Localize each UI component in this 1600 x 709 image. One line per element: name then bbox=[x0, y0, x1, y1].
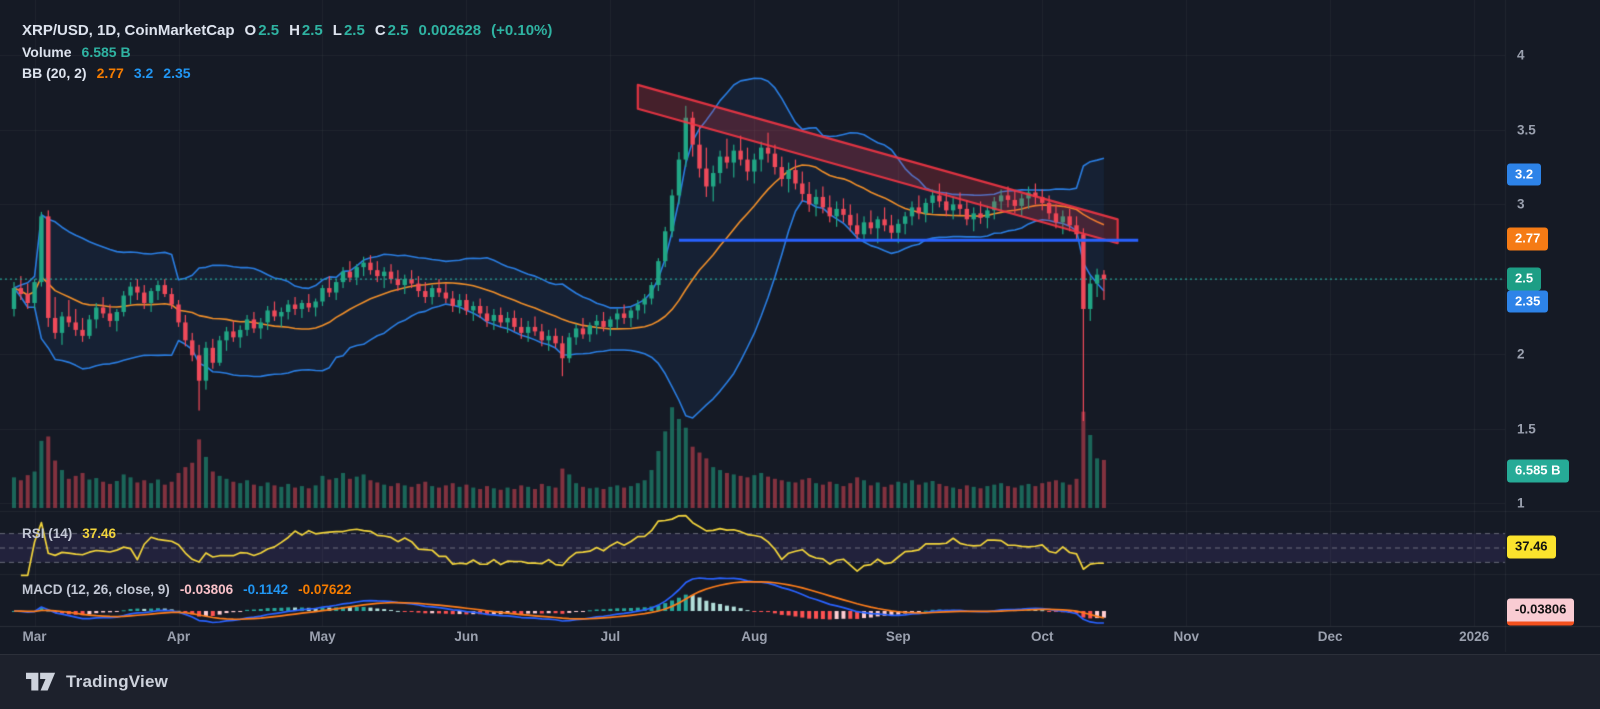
close-value: C 2.5 bbox=[375, 22, 409, 39]
time-label-2026: 2026 bbox=[1459, 629, 1490, 644]
time-label-mar: Mar bbox=[22, 629, 47, 644]
bb-lower-badge: 2.35 bbox=[1507, 290, 1549, 313]
bb-upper-badge: 3.2 bbox=[1507, 163, 1542, 186]
time-label-dec: Dec bbox=[1317, 629, 1343, 644]
close-label: C bbox=[374, 22, 386, 39]
macd-legend[interactable]: MACD (12, 26, close, 9) -0.03806 -0.1142… bbox=[22, 582, 351, 597]
bb-basis-badge: 2.77 bbox=[1507, 227, 1549, 251]
low-number: 2.5 bbox=[343, 22, 365, 39]
footer-bar: TradingView bbox=[0, 654, 1600, 709]
last-price-badge: 2.5 bbox=[1507, 267, 1542, 291]
volume-row[interactable]: Volume 6.585 B bbox=[22, 41, 552, 62]
macd-hist-value: -0.03806 bbox=[179, 582, 234, 597]
volume-value: 6.585 B bbox=[81, 43, 131, 60]
price-tick-4: 4 bbox=[1517, 47, 1525, 63]
macd-signal-value: -0.07622 bbox=[298, 582, 352, 597]
macd-line-value: -0.1142 bbox=[243, 582, 289, 597]
time-label-apr: Apr bbox=[166, 629, 191, 644]
time-label-aug: Aug bbox=[741, 629, 768, 644]
tradingview-brand-text[interactable]: TradingView bbox=[66, 672, 169, 691]
price-tick-2: 2 bbox=[1517, 346, 1525, 362]
symbol-row[interactable]: XRP/USD, 1D, CoinMarketCap O 2.5 H 2.5 L 2.… bbox=[22, 20, 552, 41]
price-tick-3.5: 3.5 bbox=[1517, 122, 1536, 138]
volume-badge: 6.585 B bbox=[1507, 459, 1569, 483]
time-label-nov: Nov bbox=[1173, 629, 1199, 644]
time-label-jun: Jun bbox=[454, 629, 479, 644]
high-label: H bbox=[289, 22, 300, 39]
tradingview-logo-icon[interactable] bbox=[26, 672, 56, 693]
time-label-jul: Jul bbox=[600, 629, 621, 644]
time-label-sep: Sep bbox=[885, 629, 911, 644]
rsi-badge: 37.46 bbox=[1507, 535, 1556, 559]
price-tick-1.5: 1.5 bbox=[1517, 421, 1536, 436]
open-label: O bbox=[244, 22, 257, 39]
bb-upper-value: 3.2 bbox=[133, 64, 154, 81]
rsi-label: RSI (14) bbox=[22, 526, 73, 541]
bb-lower-value: 2.35 bbox=[163, 64, 191, 81]
price-tick-1: 1 bbox=[1517, 495, 1525, 511]
symbol-title: XRP/USD, 1D, CoinMarketCap bbox=[22, 22, 235, 39]
open-number: 2.5 bbox=[258, 22, 280, 39]
change-pct: (+0.10%) bbox=[491, 22, 553, 39]
bb-label: BB (20, 2) bbox=[22, 64, 87, 81]
rsi-value: 37.46 bbox=[82, 526, 117, 541]
high-number: 2.5 bbox=[301, 22, 323, 39]
open-value: O 2.5 bbox=[245, 22, 280, 39]
rsi-legend[interactable]: RSI (14) 37.46 bbox=[22, 526, 116, 541]
time-label-oct: Oct bbox=[1030, 629, 1054, 644]
low-value: L 2.5 bbox=[333, 22, 365, 39]
bb-basis-value: 2.77 bbox=[96, 64, 124, 81]
low-label: L bbox=[332, 22, 342, 39]
bb-row[interactable]: BB (20, 2) 2.77 3.2 2.35 bbox=[22, 62, 552, 83]
macd-label: MACD (12, 26, close, 9) bbox=[22, 582, 170, 597]
volume-label: Volume bbox=[22, 43, 72, 60]
change-abs: 0.002628 bbox=[418, 22, 482, 39]
macd-badge: -0.03806 bbox=[1507, 598, 1575, 626]
time-label-may: May bbox=[309, 629, 336, 644]
high-value: H 2.5 bbox=[289, 22, 323, 39]
close-number: 2.5 bbox=[387, 22, 409, 39]
main-legend: XRP/USD, 1D, CoinMarketCap O 2.5 H 2.5 L 2.… bbox=[22, 20, 552, 83]
price-tick-3: 3 bbox=[1517, 196, 1525, 212]
